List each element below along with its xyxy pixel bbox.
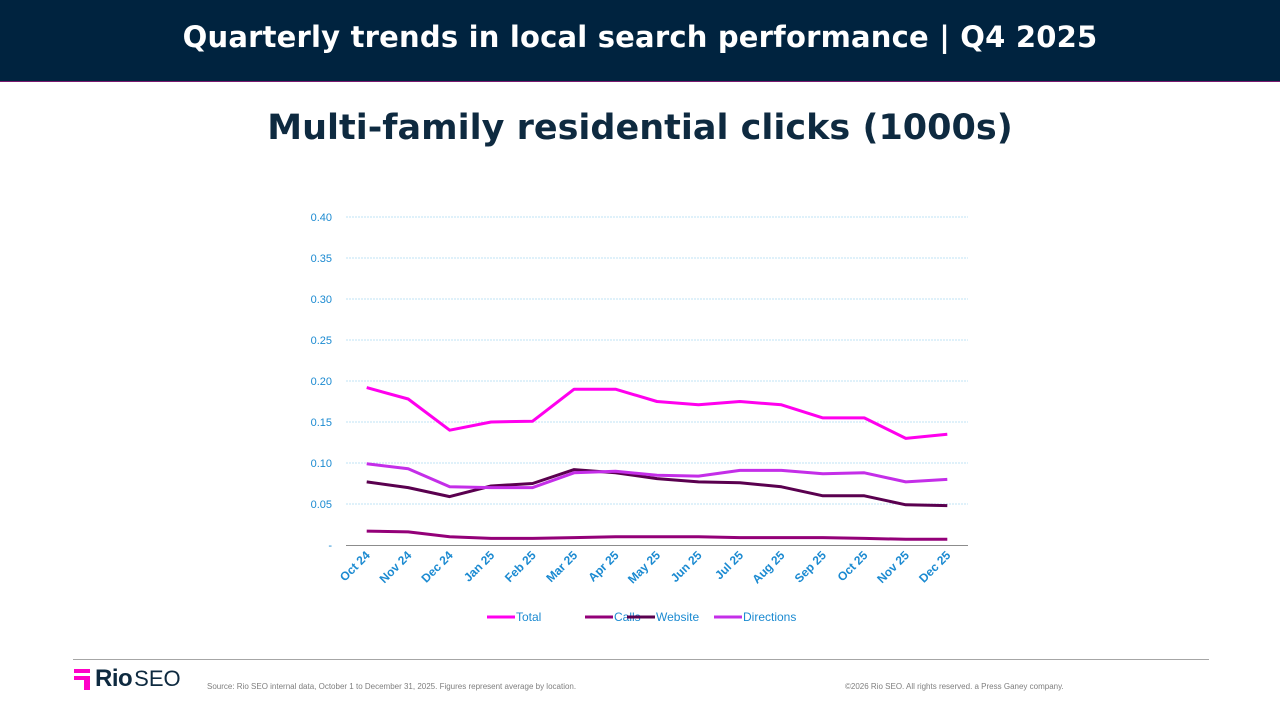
series-line-total — [366, 386, 948, 440]
rio-seo-logo: Rio SEO — [74, 665, 181, 692]
y-tick-label: - — [328, 540, 332, 552]
legend-label-total: Total — [516, 610, 541, 624]
legend: Total Calls Website Directions — [487, 610, 796, 624]
y-axis: - 0.05 0.10 0.15 0.20 0.25 0.30 0.35 0.40 — [311, 212, 333, 552]
x-tick-label: Jan 25 — [461, 548, 498, 585]
x-tick-label: Mar 25 — [543, 548, 580, 585]
x-tick-label: Oct 25 — [835, 548, 871, 584]
y-tick-label: 0.15 — [311, 417, 332, 429]
series-line-calls — [366, 529, 948, 541]
x-tick-label: Aug 25 — [749, 548, 787, 586]
y-tick-label: 0.40 — [311, 212, 332, 224]
x-tick-label: Sep 25 — [792, 548, 829, 585]
y-tick-label: 0.20 — [311, 376, 332, 388]
legend-label-directions: Directions — [743, 610, 796, 624]
x-tick-label: Jun 25 — [668, 548, 705, 585]
source-note: Source: Rio SEO internal data, October 1… — [207, 682, 577, 691]
y-tick-label: 0.25 — [311, 335, 332, 347]
y-tick-label: 0.35 — [311, 253, 332, 265]
copyright-note: ©2026 Rio SEO. All rights reserved. a Pr… — [845, 682, 1064, 691]
series-lines — [366, 386, 948, 541]
x-axis: Oct 24 Nov 24 Dec 24 Jan 25 Feb 25 Mar 25 Apr … — [337, 548, 954, 586]
y-tick-label: 0.30 — [311, 294, 332, 306]
x-tick-label: Dec 25 — [916, 548, 953, 585]
x-tick-label: May 25 — [625, 548, 663, 586]
x-tick-label: Nov 24 — [377, 548, 415, 586]
logo-mark-icon — [74, 668, 92, 690]
x-tick-label: Nov 25 — [874, 548, 912, 586]
x-tick-label: Jul 25 — [712, 548, 746, 582]
footer-divider — [73, 659, 1209, 660]
chart-title: Multi-family residential clicks (1000s) — [267, 108, 1013, 148]
legend-label-website: Website — [656, 610, 699, 624]
page-title: Quarterly trends in local search perform… — [182, 19, 1098, 54]
x-tick-label: Apr 25 — [585, 548, 622, 585]
logo-rio-text: Rio — [95, 665, 133, 692]
gridlines — [346, 216, 968, 505]
x-tick-label: Feb 25 — [502, 548, 539, 585]
line-chart: - 0.05 0.10 0.15 0.20 0.25 0.30 0.35 0.40 Oct 24… — [311, 212, 968, 624]
x-tick-label: Dec 24 — [419, 548, 456, 585]
y-tick-label: 0.10 — [311, 458, 332, 470]
x-tick-label: Oct 24 — [337, 548, 373, 584]
y-tick-label: 0.05 — [311, 499, 332, 511]
series-line-website — [366, 468, 948, 508]
header-bar: Quarterly trends in local search perform… — [0, 0, 1280, 82]
logo-seo-text: SEO — [134, 666, 181, 691]
series-line-directions — [366, 462, 948, 490]
